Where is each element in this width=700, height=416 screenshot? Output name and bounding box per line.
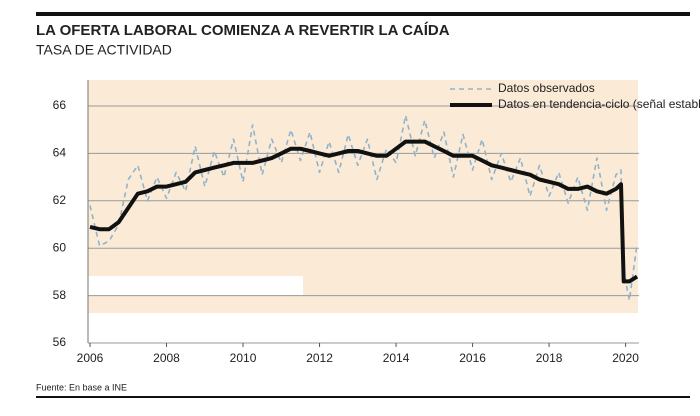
y-tick-label: 60 [53, 240, 67, 254]
line-series [89, 114, 638, 302]
x-tick-label: 2014 [383, 351, 410, 365]
y-tick-label: 64 [53, 146, 67, 160]
bottom-rule [36, 396, 690, 398]
x-tick-label: 2010 [230, 351, 257, 365]
legend-label: Datos en tendencia-ciclo (señal estable) [498, 97, 700, 111]
plot-background-notch [88, 276, 303, 296]
x-tick-label: 2008 [153, 351, 180, 365]
line-series [89, 139, 639, 284]
y-tick-label: 62 [53, 193, 67, 207]
y-tick-label: 56 [53, 335, 67, 349]
legend-label: Datos observados [498, 81, 595, 95]
plot-background [88, 80, 638, 313]
x-tick-label: 2016 [459, 351, 486, 365]
y-tick-label: 66 [53, 98, 67, 112]
x-tick-label: 2006 [77, 351, 104, 365]
x-tick-label: 2012 [306, 351, 333, 365]
y-tick-label: 58 [53, 288, 67, 302]
chart-title: LA OFERTA LABORAL COMIENZA A REVERTIR LA… [36, 22, 450, 39]
source: Fuente: En base a INE [36, 382, 127, 392]
x-tick-label: 2018 [536, 351, 563, 365]
chart-subtitle: TASA DE ACTIVIDAD [36, 42, 172, 58]
x-tick-label: 2020 [612, 351, 639, 365]
top-rule [36, 12, 690, 16]
